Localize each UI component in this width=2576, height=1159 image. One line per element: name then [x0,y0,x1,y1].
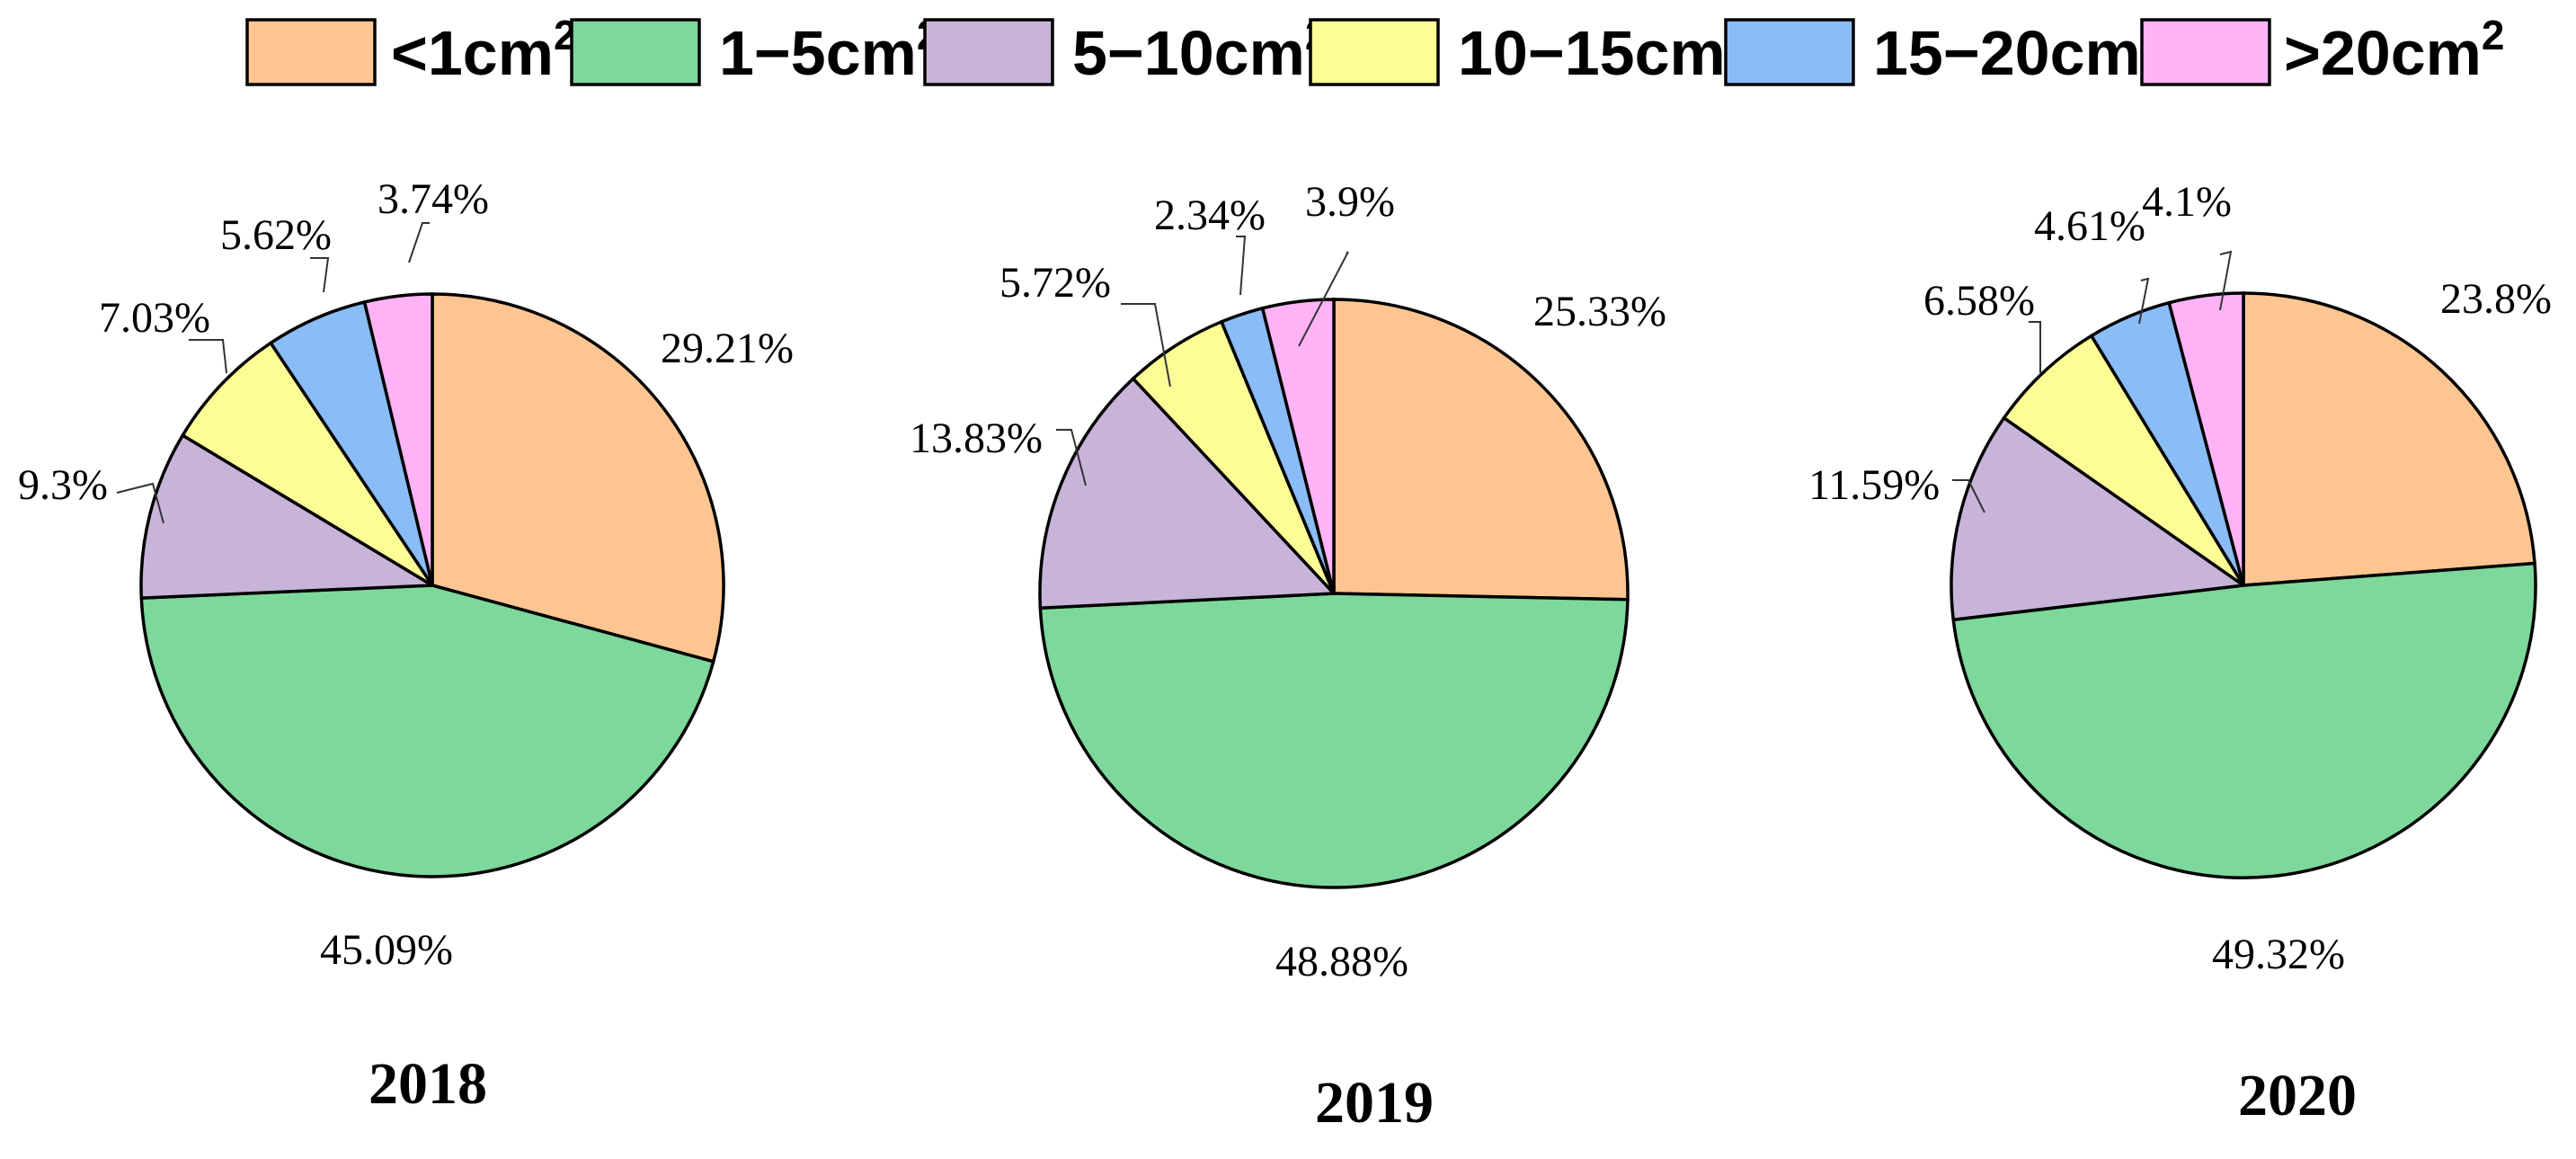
slice-percent-label: 2.34% [1154,192,1266,239]
legend-swatch [1309,18,1440,86]
slice-percent-label: 4.61% [2034,202,2145,250]
legend-swatch [245,18,377,86]
legend-label: 15−20cm2 [1873,12,2163,88]
legend: <1cm2 1−5cm2 5−10cm2 10−15cm2 15−20cm2 >20cm2 [245,12,2505,88]
chart-year-title: 2018 [369,1051,487,1117]
leader-line [1952,479,1985,513]
pie-slice [180,341,434,587]
slice-percent-label: 25.33% [1533,288,1666,335]
legend-swatch [2140,18,2271,86]
leader-line [116,482,164,524]
pie-slice [1951,561,2537,879]
leader-line [1121,303,1171,388]
legend-swatch [923,18,1054,86]
slice-percent-label: 49.32% [2212,931,2345,978]
legend-swatch [1724,18,1855,86]
legend-label: <1cm2 [391,12,577,88]
slice-percent-label: 45.09% [320,926,453,974]
pie-slice [1260,298,1336,594]
pie-slice [362,292,434,586]
leader-line [2138,277,2150,325]
chart-year-title: 2019 [1315,1070,1434,1136]
pie-slice [1332,298,1630,602]
slice-percent-label: 48.88% [1275,938,1408,985]
pie-slice [431,292,725,664]
slice-percent-label: 11.59% [1808,461,1940,509]
legend-swatch [570,18,701,86]
leader-line [1298,251,1349,347]
leader-line [2029,321,2041,373]
slice-percent-label: 4.1% [2142,178,2232,226]
leader-line [1056,429,1087,486]
pie-slice [2242,291,2536,587]
pie-chart-2018: 29.21% 45.09% 9.3% 7.03%5.62% 3.74% 2018 [18,175,794,1117]
leader-line [310,257,330,293]
slice-percent-label: 13.83% [910,415,1043,462]
legend-label: 10−15cm2 [1458,12,1748,88]
pie-slice [139,432,438,600]
slice-percent-label: 23.8% [2440,275,2552,323]
pie-slice [2002,334,2245,587]
chart-year-title: 2020 [2238,1063,2357,1128]
pie-chart-2020: 23.8% 49.32% 11.59% 6.58% 4.61%4.1% 2020 [1808,178,2552,1128]
slice-percent-label: 9.3% [18,461,108,509]
leader-line [408,222,430,263]
pie-slice [2167,291,2245,586]
leader-line [1236,236,1247,296]
slice-percent-label: 6.58% [1923,277,2035,325]
slice-percent-label: 3.74% [378,175,489,223]
leader-line [189,339,227,374]
slice-percent-label: 7.03% [99,294,210,342]
pie-charts: 29.21% 45.09% 9.3% 7.03%5.62% 3.74% 2018 25.33… [18,175,2552,1136]
slice-percent-label: 5.72% [999,259,1111,307]
legend-label: >20cm2 [2284,12,2505,88]
leader-line [2219,250,2233,311]
slice-percent-label: 3.9% [1305,178,1395,226]
slice-percent-label: 29.21% [661,325,794,372]
pie-slice [139,584,715,878]
legend-label: 1−5cm2 [719,12,940,88]
pie-slice [1038,592,1630,889]
pie-slice [1950,415,2248,622]
slice-percent-label: 5.62% [220,211,332,259]
legend-label: 5−10cm2 [1072,12,1328,88]
pie-chart-2019: 25.33% 48.88% 13.83% 5.72% 2.34% 3.9% 2019 [910,178,1666,1136]
pie-slice [1038,376,1337,611]
